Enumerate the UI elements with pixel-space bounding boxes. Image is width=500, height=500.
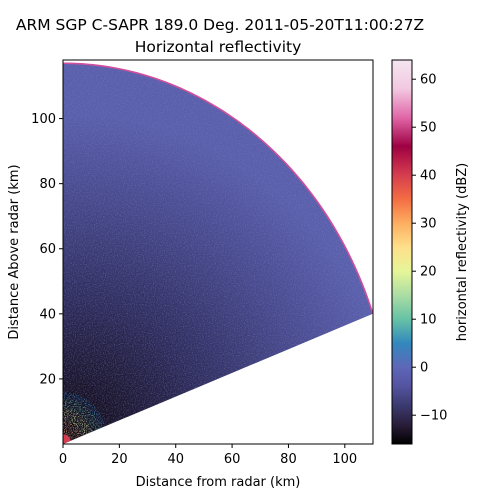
y-tick-label: 20 bbox=[39, 372, 56, 387]
colorbar-tick-label: 60 bbox=[420, 73, 437, 88]
x-tick-label: 0 bbox=[59, 452, 67, 467]
x-tick-label: 40 bbox=[167, 452, 184, 467]
colorbar-tick-label: 0 bbox=[420, 361, 428, 376]
sweep-outer-edge bbox=[63, 62, 373, 315]
clutter-ring-3 bbox=[63, 398, 101, 432]
plot-frame bbox=[62, 59, 374, 445]
plot-area bbox=[62, 59, 374, 445]
x-tick-label: 80 bbox=[280, 452, 297, 467]
colorbar-tick-label: 30 bbox=[420, 217, 437, 232]
y-axis-ticks: 20 40 60 80 100 bbox=[31, 112, 63, 387]
x-tick-label: 100 bbox=[332, 452, 357, 467]
x-axis-ticks: 0 20 40 60 80 100 bbox=[59, 444, 357, 467]
chart-title-line1: ARM SGP C-SAPR 189.0 Deg. 2011-05-20T11:… bbox=[16, 16, 424, 34]
clutter-ring-4 bbox=[63, 391, 106, 429]
chart-title-line2: Horizontal reflectivity bbox=[135, 38, 302, 56]
x-tick-label: 60 bbox=[224, 452, 241, 467]
colorbar-tick-label: −10 bbox=[420, 409, 447, 424]
colorbar-bar bbox=[391, 59, 413, 445]
x-tick-label: 20 bbox=[111, 452, 128, 467]
clutter-ring-2 bbox=[63, 408, 93, 437]
clutter-ring-1 bbox=[63, 421, 82, 441]
x-axis-label: Distance from radar (km) bbox=[136, 475, 301, 490]
colorbar-tick-label: 20 bbox=[420, 265, 437, 280]
colorbar-label: horizontal reflectivity (dBZ) bbox=[455, 163, 470, 342]
y-tick-label: 40 bbox=[39, 307, 56, 322]
y-axis-label: Distance Above radar (km) bbox=[7, 164, 22, 339]
colorbar-tick-label: 40 bbox=[420, 169, 437, 184]
colorbar: −10 0 10 20 30 40 50 60 horizontal reflectivity… bbox=[391, 59, 470, 445]
sweep-speckle-texture bbox=[63, 63, 373, 444]
clutter-ring-0 bbox=[63, 434, 71, 444]
colorbar-tick-label: 50 bbox=[420, 121, 437, 136]
y-tick-label: 80 bbox=[39, 177, 56, 192]
y-tick-label: 60 bbox=[39, 242, 56, 257]
colorbar-ticks: −10 0 10 20 30 40 50 60 bbox=[412, 73, 447, 424]
colorbar-tick-label: 10 bbox=[420, 313, 437, 328]
y-tick-label: 100 bbox=[31, 112, 56, 127]
